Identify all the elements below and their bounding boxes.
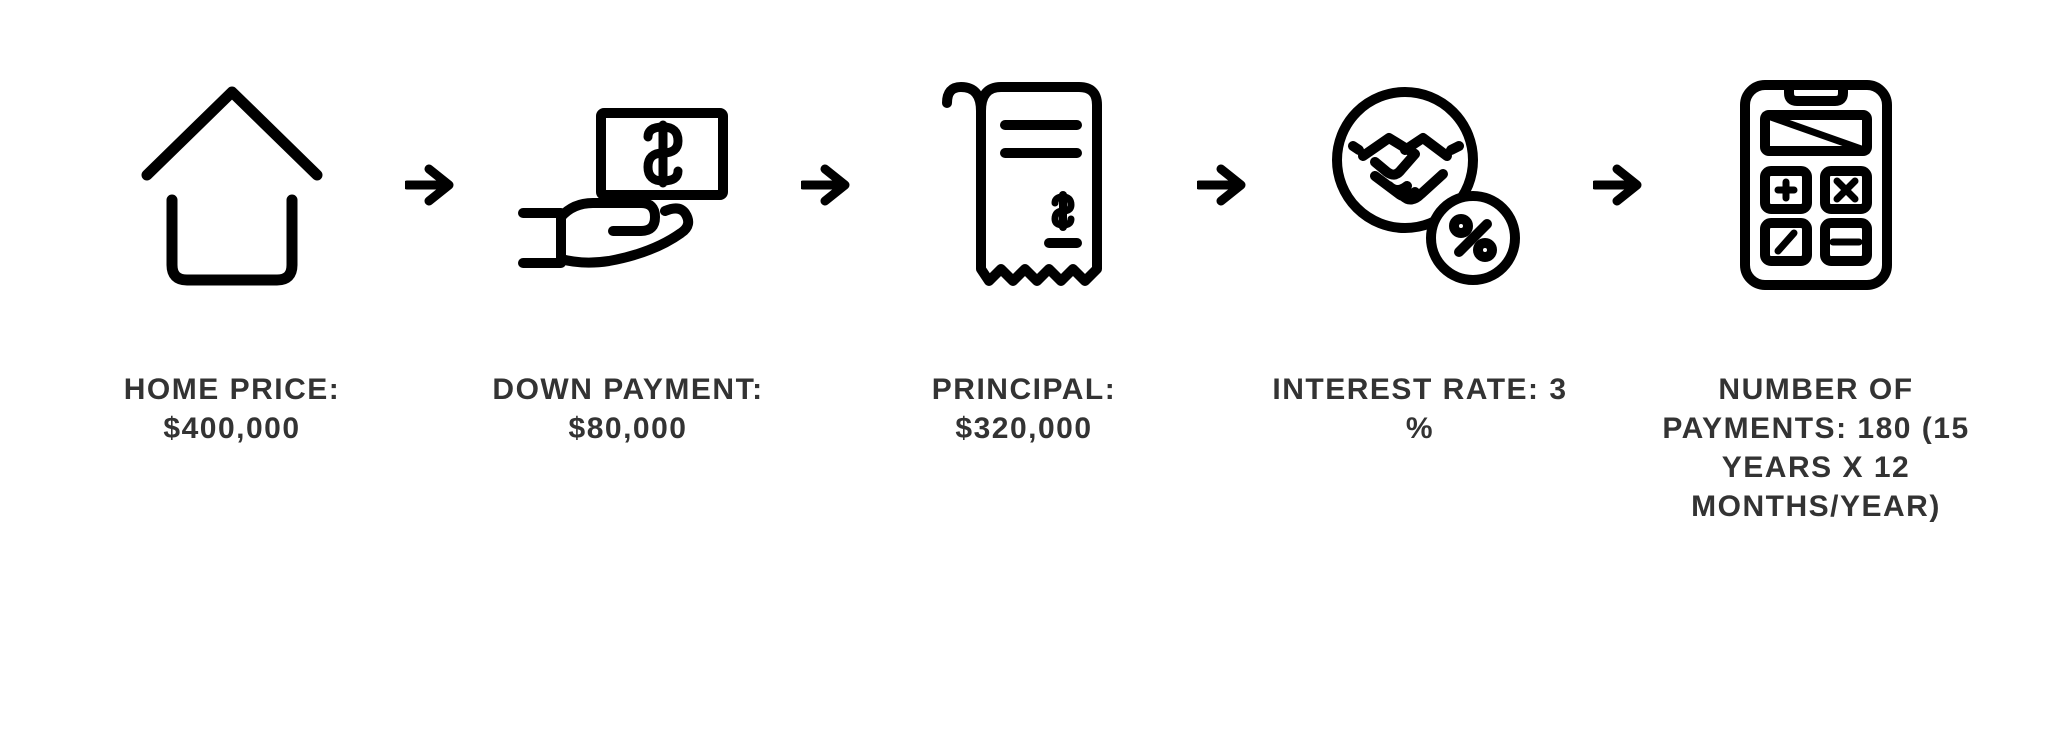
- step-down-payment: DOWN PAYMENT: $80,000: [460, 70, 796, 448]
- arrow-icon: [400, 70, 460, 300]
- step-label: INTEREST RATE: 3 %: [1260, 370, 1580, 448]
- step-label: DOWN PAYMENT: $80,000: [468, 370, 788, 448]
- calculator-icon: [1731, 70, 1901, 300]
- step-label: NUMBER OF PAYMENTS: 180 (15 YEARS X 12 M…: [1656, 370, 1976, 526]
- mortgage-flow: HOME PRICE: $400,000 DOWN PAYMENT: [64, 70, 1984, 526]
- step-number-of-payments: NUMBER OF PAYMENTS: 180 (15 YEARS X 12 M…: [1648, 70, 1984, 526]
- handshake-percent-icon: [1315, 70, 1525, 300]
- hand-money-icon: [513, 70, 743, 300]
- arrow-icon: [1192, 70, 1252, 300]
- step-home-price: HOME PRICE: $400,000: [64, 70, 400, 448]
- arrow-icon: [796, 70, 856, 300]
- step-principal: PRINCIPAL: $320,000: [856, 70, 1192, 448]
- step-interest-rate: INTEREST RATE: 3 %: [1252, 70, 1588, 448]
- step-label: PRINCIPAL: $320,000: [864, 370, 1184, 448]
- arrow-icon: [1588, 70, 1648, 300]
- house-icon: [132, 70, 332, 300]
- receipt-icon: [939, 70, 1109, 300]
- step-label: HOME PRICE: $400,000: [72, 370, 392, 448]
